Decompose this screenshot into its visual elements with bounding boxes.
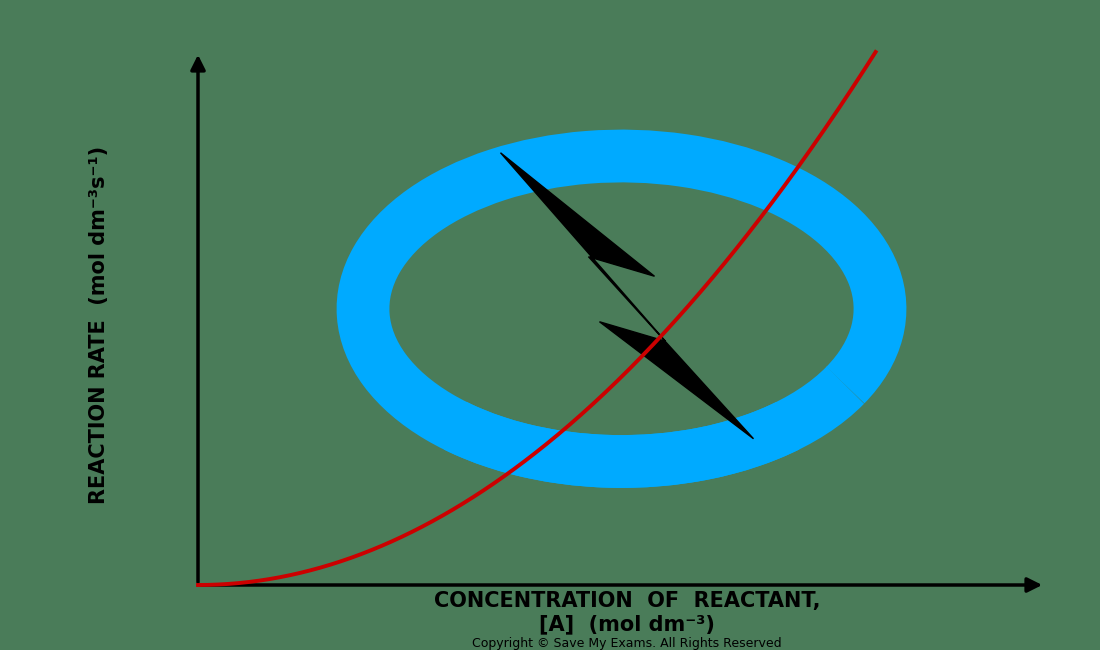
Polygon shape — [500, 153, 754, 439]
Text: Copyright © Save My Exams. All Rights Reserved: Copyright © Save My Exams. All Rights Re… — [472, 637, 782, 650]
Text: CONCENTRATION  OF  REACTANT,: CONCENTRATION OF REACTANT, — [433, 592, 821, 611]
Text: REACTION RATE  (mol dm⁻³s⁻¹): REACTION RATE (mol dm⁻³s⁻¹) — [89, 146, 109, 504]
Text: [A]  (mol dm⁻³): [A] (mol dm⁻³) — [539, 614, 715, 634]
